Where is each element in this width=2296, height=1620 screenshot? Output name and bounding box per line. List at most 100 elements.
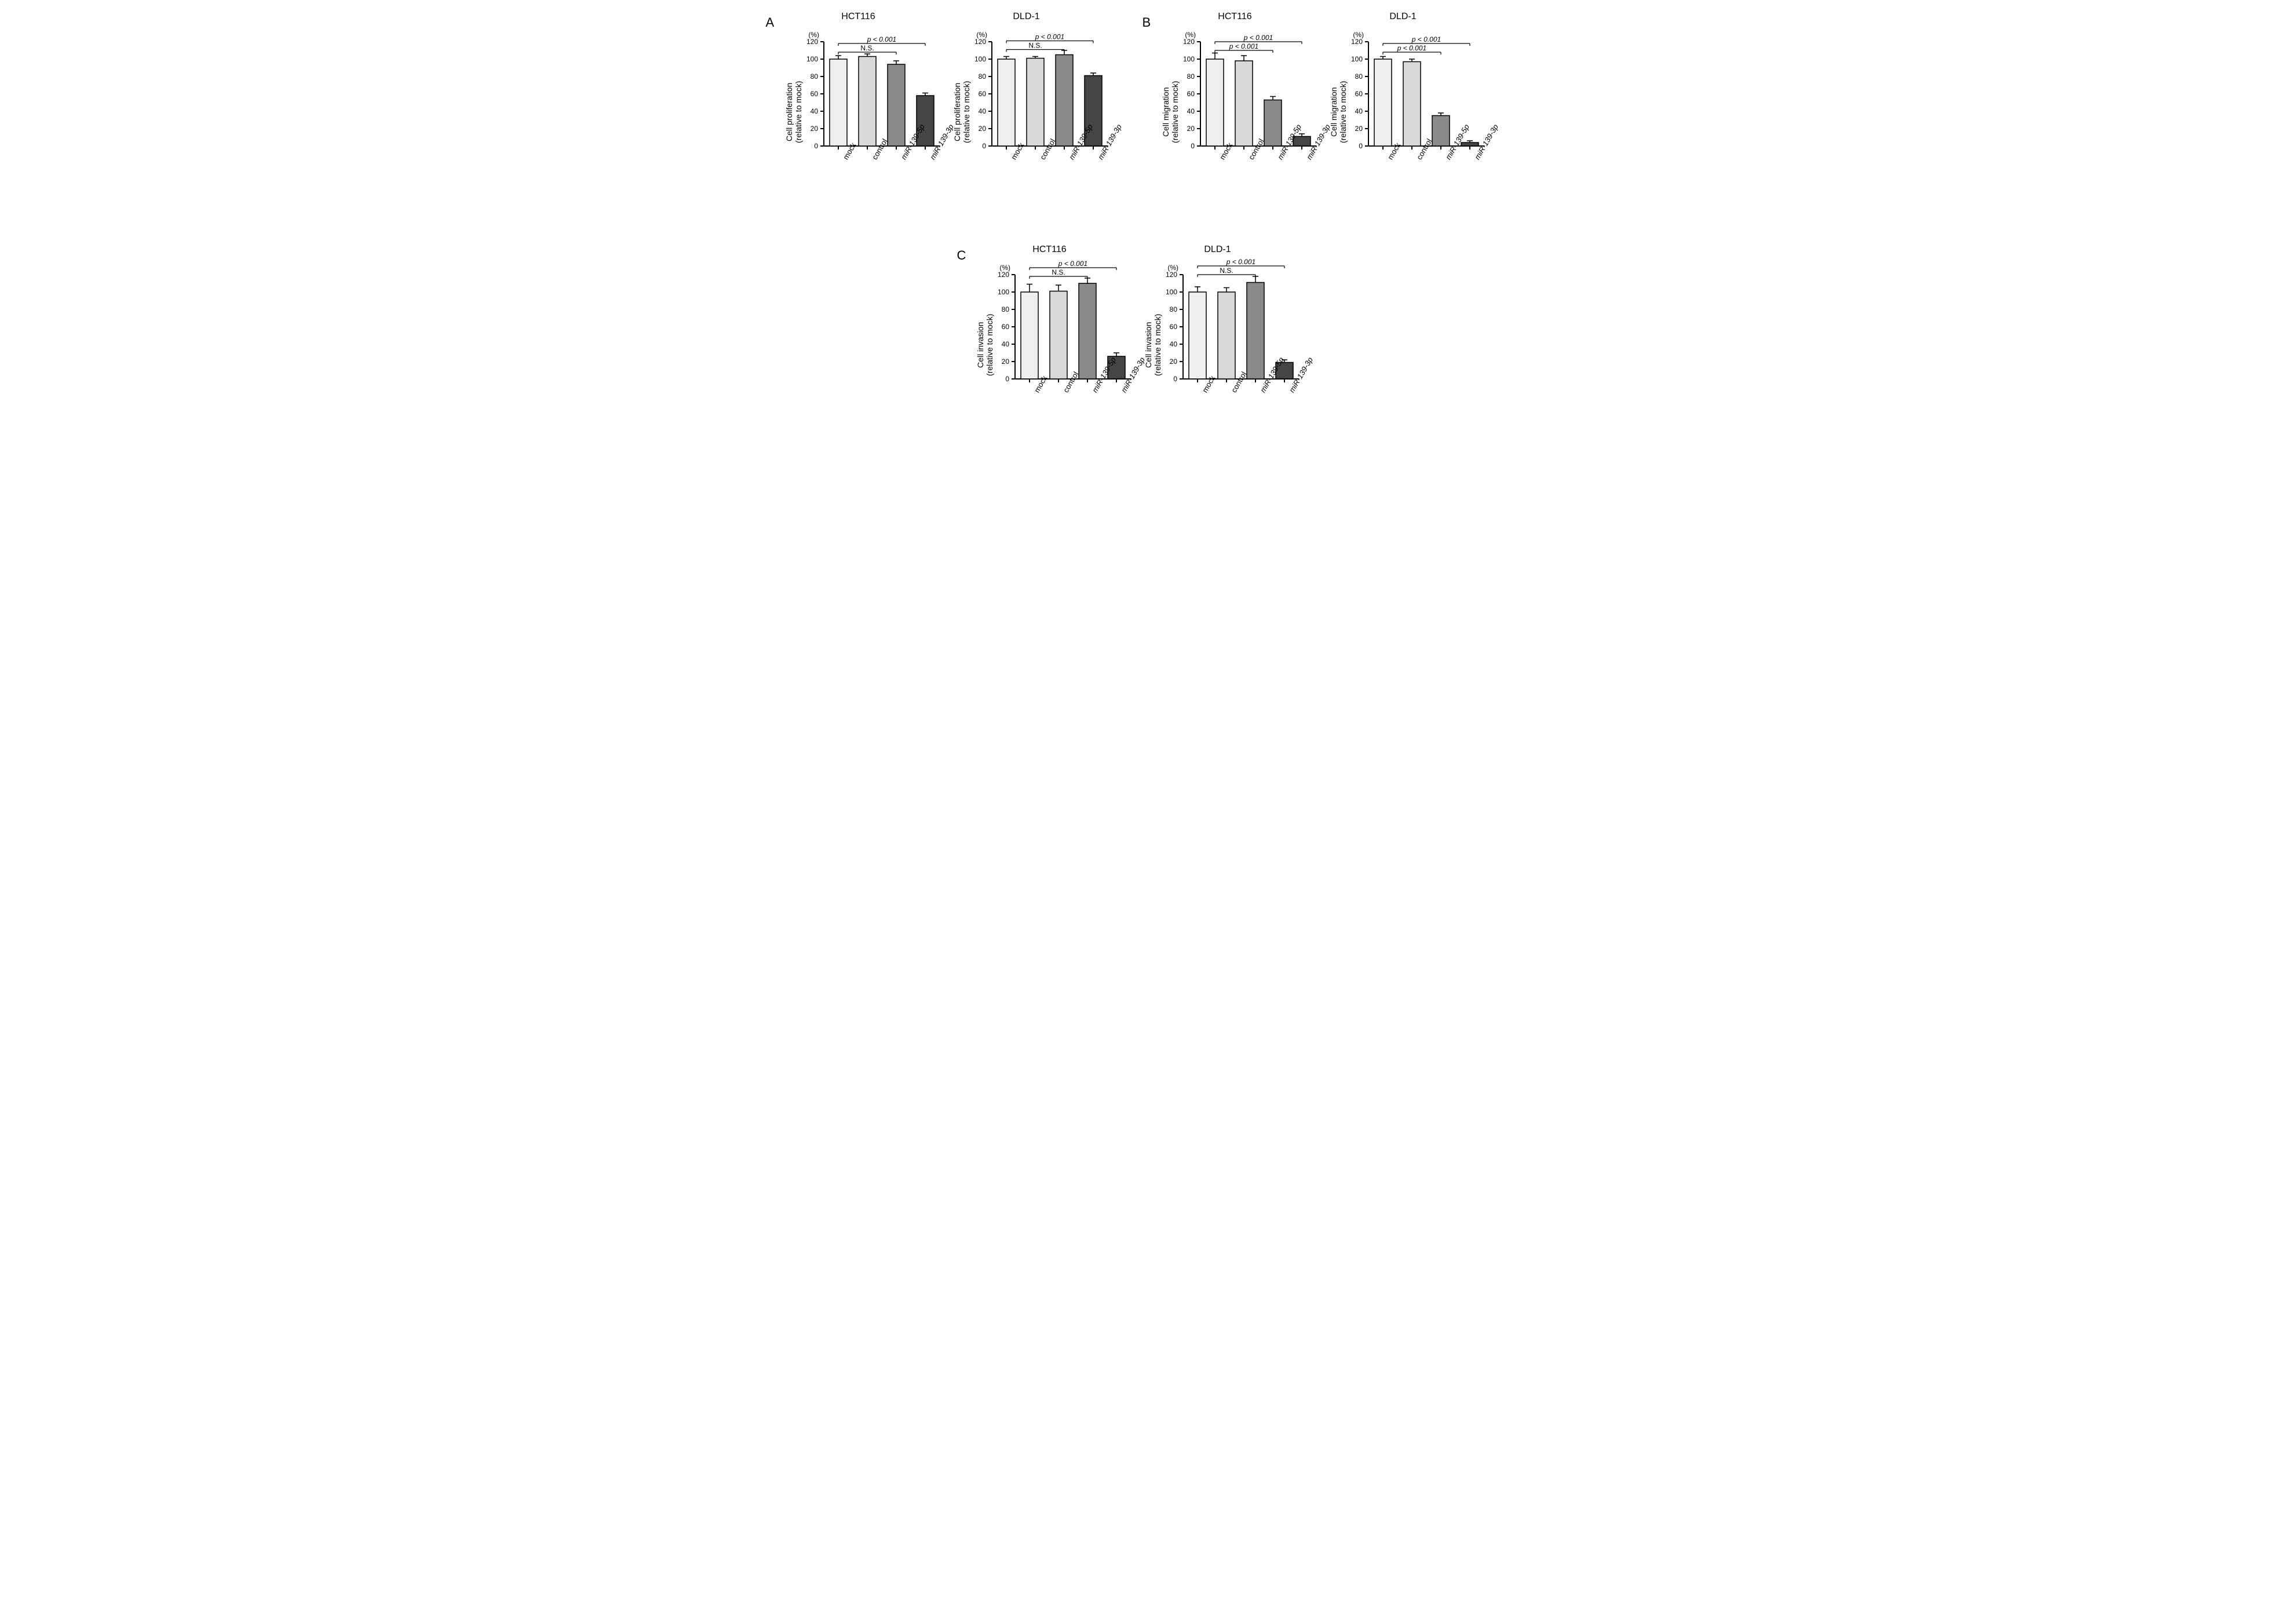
x-category-label: miR-139-5p [1090,385,1101,394]
row-c: C HCT116 Cell invasion(relative to mock)… [766,245,1531,431]
svg-text:20: 20 [810,125,818,133]
bar [859,57,876,147]
bar [1189,292,1206,379]
bar [1247,283,1264,380]
bar [888,64,905,146]
svg-text:20: 20 [1169,357,1177,366]
panel-a: HCT116 Cell proliferation(relative to mo… [783,12,1119,198]
bar [1374,59,1392,146]
svg-text:60: 60 [1169,323,1177,331]
chart-title: DLD-1 [1142,245,1293,256]
svg-text:100: 100 [974,55,986,63]
svg-text:0: 0 [982,142,986,149]
svg-text:120: 120 [974,38,986,46]
chart-block: DLD-1 Cell proliferation(relative to moc… [951,12,1102,198]
svg-text:p < 0.001: p < 0.001 [1411,35,1440,43]
x-category-label: control [1229,385,1240,394]
svg-text:100: 100 [1166,288,1177,296]
svg-text:40: 40 [1001,340,1009,348]
svg-text:80: 80 [1001,305,1009,313]
svg-text:0: 0 [814,142,818,149]
svg-text:20: 20 [978,125,986,133]
svg-text:(%): (%) [976,31,987,39]
svg-text:100: 100 [1183,55,1195,63]
svg-text:p < 0.001: p < 0.001 [1243,34,1272,42]
svg-text:100: 100 [1351,55,1363,63]
svg-text:p < 0.001: p < 0.001 [866,35,896,43]
svg-text:40: 40 [978,107,986,115]
svg-text:60: 60 [1355,90,1363,98]
panel-letter-b: B [1142,12,1160,30]
svg-text:(%): (%) [1353,31,1364,39]
bar [998,59,1015,146]
chart-title: DLD-1 [1328,12,1479,23]
svg-text:60: 60 [1187,90,1195,98]
x-category-label: mock [1009,152,1020,161]
chart-title: HCT116 [974,245,1125,256]
x-category-label: miR-139-5p [1067,152,1078,161]
row-ab: A HCT116 Cell proliferation(relative to … [766,12,1531,198]
chart-block: DLD-1 Cell invasion(relative to mock) 0 2… [1142,245,1293,431]
svg-text:80: 80 [1169,305,1177,313]
svg-text:40: 40 [810,107,818,115]
bar [1432,116,1450,147]
bar [1056,55,1073,147]
bar [1021,292,1038,379]
chart-block: HCT116 Cell invasion(relative to mock) 0… [974,245,1125,431]
svg-text:(%): (%) [999,264,1010,272]
svg-text:N.S.: N.S. [860,44,874,52]
x-category-label: miR-139-3p [1305,152,1315,161]
svg-text:p < 0.001: p < 0.001 [1057,260,1087,268]
svg-text:20: 20 [1187,125,1195,133]
chart-block: DLD-1 Cell migration(relative to mock) 0… [1328,12,1479,198]
bar [1403,62,1421,147]
svg-text:120: 120 [1166,271,1177,279]
svg-text:20: 20 [1355,125,1363,133]
svg-text:p < 0.001: p < 0.001 [1228,42,1258,50]
x-category-label: miR-139-5p [899,152,910,161]
x-category-label: miR-139-3p [1096,152,1107,161]
svg-text:60: 60 [978,90,986,98]
panel-letter-a: A [766,12,783,30]
bar [1027,59,1044,147]
svg-text:100: 100 [806,55,818,63]
x-category-label: control [1247,152,1257,161]
chart-block: HCT116 Cell proliferation(relative to mo… [783,12,934,198]
svg-text:0: 0 [1005,375,1009,382]
x-category-label: mock [1200,385,1211,394]
svg-text:40: 40 [1187,107,1195,115]
y-axis-label: Cell migration(relative to mock) [1328,25,1348,198]
panel-b: HCT116 Cell migration(relative to mock) … [1160,12,1496,198]
svg-text:80: 80 [1355,72,1363,81]
x-category-label: control [1415,152,1425,161]
y-axis-label: Cell proliferation(relative to mock) [951,25,971,198]
chart-block: HCT116 Cell migration(relative to mock) … [1160,12,1311,198]
svg-text:0: 0 [1359,142,1363,149]
bar [1218,292,1235,379]
x-category-label: miR-139-5p [1258,385,1269,394]
svg-text:0: 0 [1173,375,1177,382]
bar [1206,59,1224,146]
panel-letter-c: C [957,245,974,263]
panel-c: HCT116 Cell invasion(relative to mock) 0… [974,245,1311,431]
svg-text:120: 120 [1351,38,1363,46]
bar [1264,100,1282,147]
x-category-label: control [1061,385,1072,394]
svg-text:p < 0.001: p < 0.001 [1034,33,1064,41]
x-category-label: mock [1032,385,1043,394]
svg-text:p < 0.001: p < 0.001 [1225,258,1255,266]
svg-text:120: 120 [806,38,818,46]
svg-text:(%): (%) [1167,264,1178,272]
y-axis-label: Cell invasion(relative to mock) [1142,258,1162,431]
svg-text:N.S.: N.S. [1052,268,1065,276]
svg-text:80: 80 [810,72,818,81]
x-category-label: miR-139-3p [1287,385,1298,394]
svg-text:20: 20 [1001,357,1009,366]
x-category-label: miR-139-3p [1119,385,1130,394]
svg-text:80: 80 [1187,72,1195,81]
svg-text:120: 120 [1183,38,1195,46]
chart-title: DLD-1 [951,12,1102,23]
chart-title: HCT116 [783,12,934,23]
svg-text:120: 120 [998,271,1009,279]
y-axis-label: Cell migration(relative to mock) [1160,25,1180,198]
